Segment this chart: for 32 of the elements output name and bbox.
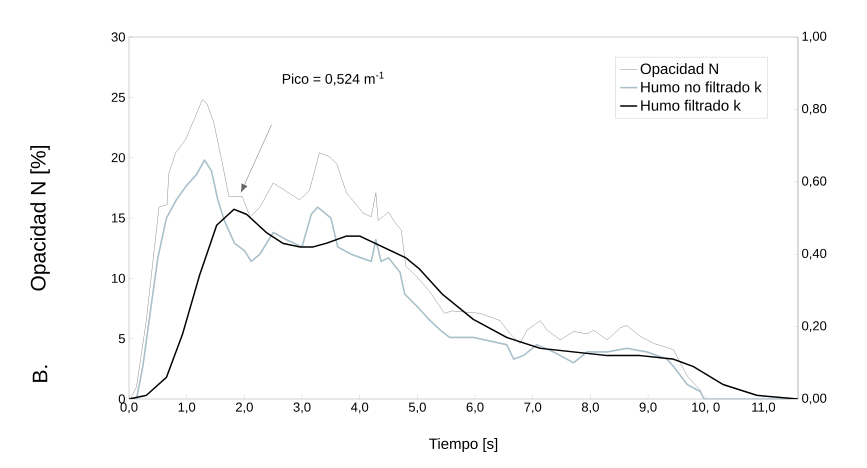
y-tick-label: 30 <box>112 32 125 42</box>
x-tick-label: 11,0 <box>752 402 776 414</box>
y-tick-label: 15 <box>112 213 125 223</box>
y-tick-label: 0 <box>118 394 125 404</box>
y2-tick-label: 0,20 <box>802 321 826 332</box>
annotation: Pico = 0,524 m$^{-1}$ <box>282 72 384 86</box>
x-axis-title: Tiempo [s] <box>429 438 498 452</box>
x-tick-label: 6,0 <box>466 402 484 414</box>
legend-label: Humo filtrado k <box>641 100 741 111</box>
y-tick-label: 5 <box>118 334 125 344</box>
y2-tick-label: 0,00 <box>802 394 826 404</box>
x-tick-label: 4,0 <box>350 402 368 414</box>
text: B. <box>32 366 48 382</box>
y-tick-label: 25 <box>112 92 125 102</box>
x-tick-label: 7,0 <box>524 402 542 414</box>
x-tick-label: 2,0 <box>236 402 253 414</box>
y2-tick-label: 0,40 <box>802 248 826 260</box>
x-tick-label: 8,0 <box>582 402 599 414</box>
y-tick-label: 10 <box>112 274 125 283</box>
y-tick-label: 20 <box>112 153 125 162</box>
x-tick-label: 3,0 <box>293 402 311 414</box>
x-tick-label: 9,0 <box>640 402 657 414</box>
x-tick-label: 10, 0 <box>692 402 720 414</box>
y2-tick-label: 0,80 <box>802 104 826 115</box>
x-tick-label: 0,0 <box>120 402 138 414</box>
y2-tick-label: 0,60 <box>802 176 826 188</box>
x-tick-label: 5,0 <box>408 402 426 414</box>
x-tick-label: 1,0 <box>178 402 196 414</box>
y-axis-title: Opacidad N [%] <box>30 146 50 291</box>
y2-tick-label: 1,00 <box>802 32 826 42</box>
legend-label: Opacidad N <box>640 63 718 78</box>
legend-label: Humo no filtrado k <box>641 81 762 92</box>
